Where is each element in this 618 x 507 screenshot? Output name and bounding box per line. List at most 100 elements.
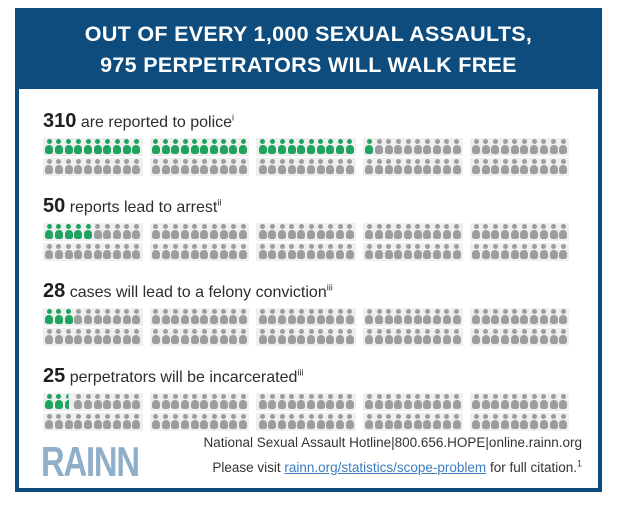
person-icon (229, 414, 238, 430)
person-icon (54, 224, 64, 240)
person-icon (297, 244, 306, 260)
person-icon (132, 329, 141, 345)
person-icon (501, 414, 510, 430)
person-icon (510, 329, 520, 345)
person-icon (336, 224, 345, 240)
person-icon (54, 139, 64, 155)
person-icon (365, 139, 374, 155)
person-icon (277, 159, 287, 175)
person-icon (113, 309, 122, 325)
person-icon (510, 394, 520, 410)
person-icon (287, 244, 296, 260)
person-icon (510, 309, 520, 325)
person-icon (210, 394, 219, 410)
person-icon (171, 159, 180, 175)
person-icon (442, 139, 452, 155)
person-icon (423, 309, 432, 325)
stat-description: reports lead to arrest (69, 199, 218, 216)
person-icon (200, 394, 209, 410)
person-icon (64, 159, 73, 175)
person-icon (64, 329, 73, 345)
person-icon (210, 329, 219, 345)
person-icon (365, 224, 374, 240)
person-icon (336, 139, 345, 155)
person-icon (161, 329, 170, 345)
person-icon (103, 244, 112, 260)
person-icon (74, 329, 83, 345)
person-icon (54, 309, 64, 325)
person-icon (103, 224, 112, 240)
person-icon (491, 329, 500, 345)
person-icon (103, 309, 112, 325)
person-icon (365, 394, 374, 410)
person-icon (151, 394, 161, 410)
person-icon (258, 244, 267, 260)
person-icon (530, 309, 539, 325)
person-icon (258, 309, 267, 325)
person-icon (539, 414, 549, 430)
person-icon (442, 394, 452, 410)
person-icon (45, 224, 54, 240)
person-icon (132, 309, 141, 325)
person-icon (258, 224, 267, 240)
person-icon (229, 224, 238, 240)
person-icon (151, 244, 161, 260)
person-icon (374, 244, 384, 260)
person-icon (336, 159, 345, 175)
stat-label-line: 25 perpetrators will be incarceratediii (43, 364, 574, 390)
person-icon (433, 244, 442, 260)
person-icon (423, 244, 432, 260)
person-icon (423, 139, 432, 155)
person-icon (530, 329, 539, 345)
person-icon (54, 414, 64, 430)
person-icon (471, 394, 481, 410)
person-icon (277, 414, 287, 430)
person-icon (471, 414, 481, 430)
person-icon (549, 414, 558, 430)
person-icon (336, 394, 345, 410)
person-icon (74, 394, 83, 410)
person-icon (404, 309, 413, 325)
person-icon (374, 139, 384, 155)
person-icon (132, 159, 141, 175)
person-icon (103, 329, 112, 345)
person-icon (374, 159, 384, 175)
person-icon (64, 139, 73, 155)
person-icon (151, 414, 161, 430)
person-icon (122, 244, 132, 260)
person-icon (83, 159, 93, 175)
stat-citation-marker: i (232, 112, 235, 123)
person-icon (268, 244, 277, 260)
person-icon (326, 329, 335, 345)
person-icon (151, 139, 161, 155)
person-icon (297, 139, 306, 155)
person-icon (132, 244, 141, 260)
person-icon (501, 159, 510, 175)
person-icon (151, 224, 161, 240)
citation-suffix: for full citation. (486, 459, 577, 475)
person-icon (452, 329, 461, 345)
person-icon (471, 329, 481, 345)
person-icon (520, 244, 529, 260)
person-icon (491, 309, 500, 325)
person-icon (171, 394, 180, 410)
person-icon (491, 139, 500, 155)
person-icon (219, 139, 229, 155)
person-icon (171, 244, 180, 260)
person-icon (433, 309, 442, 325)
person-icon (481, 224, 490, 240)
person-icon (287, 309, 296, 325)
person-icon (64, 309, 73, 325)
person-icon (510, 159, 520, 175)
person-icon (287, 414, 296, 430)
person-icon (384, 414, 393, 430)
person-icon (45, 394, 54, 410)
person-icon (151, 159, 161, 175)
citation-link[interactable]: rainn.org/statistics/scope-problem (284, 459, 487, 475)
stat-label-line: 28 cases will lead to a felony convictio… (43, 279, 574, 305)
person-icon (229, 329, 238, 345)
stat-citation-marker: iii (297, 367, 304, 378)
stat-description: are reported to police (80, 114, 233, 131)
person-icon (316, 244, 326, 260)
person-icon (307, 394, 316, 410)
